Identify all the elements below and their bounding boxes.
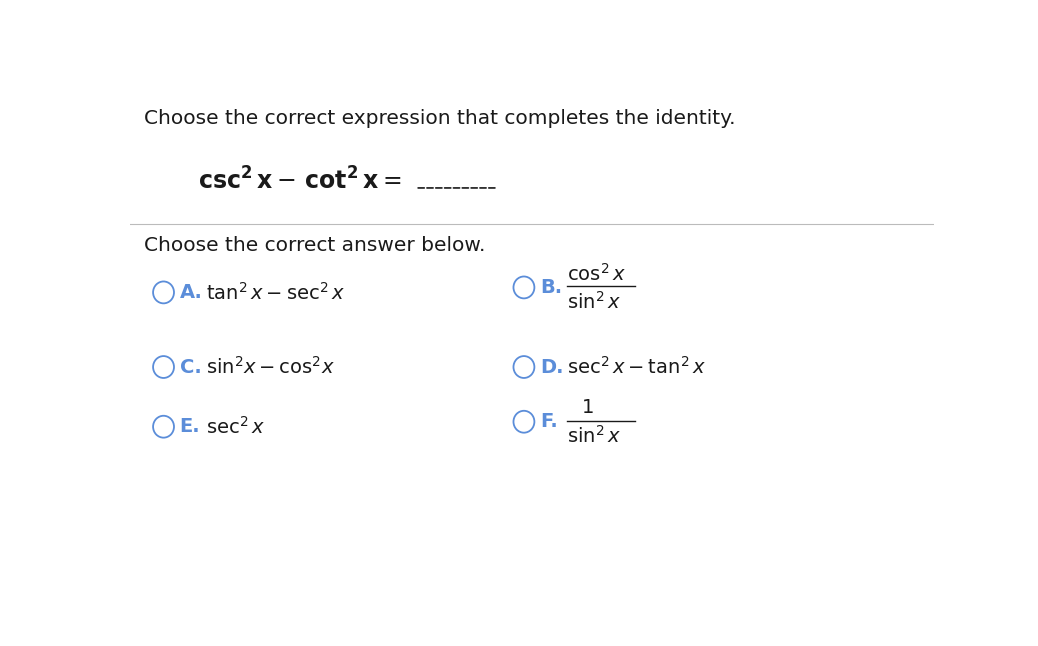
Text: $1$: $1$ [581,399,594,417]
Text: $\mathrm{cos}^2\,x$: $\mathrm{cos}^2\,x$ [567,262,626,284]
Text: F.: F. [540,412,557,432]
Text: $\mathrm{sec}^2\,x-\mathrm{tan}^2\,x$: $\mathrm{sec}^2\,x-\mathrm{tan}^2\,x$ [567,356,706,378]
Text: Choose the correct answer below.: Choose the correct answer below. [144,236,486,255]
Text: B.: B. [540,278,563,297]
Text: D.: D. [540,357,564,377]
Text: C.: C. [180,357,201,377]
Text: $\mathrm{sec}^2\,x$: $\mathrm{sec}^2\,x$ [207,416,266,437]
Text: $\mathrm{sin}^2\,x$: $\mathrm{sin}^2\,x$ [567,291,621,312]
Text: E.: E. [180,417,200,436]
Text: A.: A. [180,283,202,302]
Text: $\mathrm{sin}^2\,x$: $\mathrm{sin}^2\,x$ [567,424,621,446]
Text: $\mathrm{tan}^2\,x-\mathrm{sec}^2\,x$: $\mathrm{tan}^2\,x-\mathrm{sec}^2\,x$ [207,282,346,304]
Text: $\mathrm{sin}^2 x-\mathrm{cos}^2 x$: $\mathrm{sin}^2 x-\mathrm{cos}^2 x$ [207,356,335,378]
Text: $\mathbf{csc}^{\mathbf{2}}\,\mathbf{x}-\,\mathbf{cot}^{\mathbf{2}}\,\mathbf{x}=$: $\mathbf{csc}^{\mathbf{2}}\,\mathbf{x}-\… [198,167,402,194]
Text: Choose the correct expression that completes the identity.: Choose the correct expression that compl… [144,109,736,128]
